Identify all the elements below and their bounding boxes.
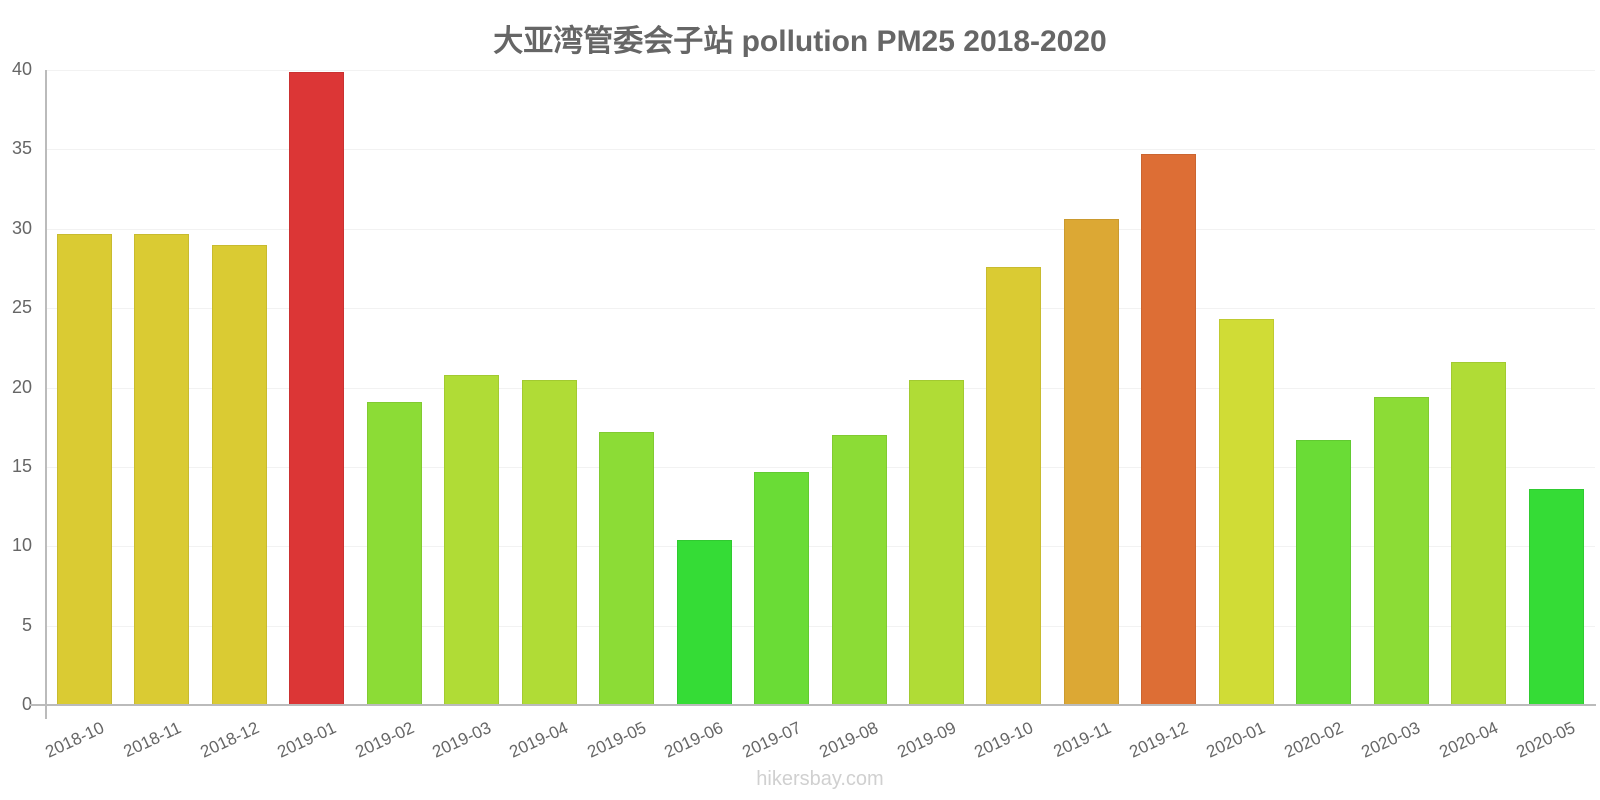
x-tick-label: 2018-10 <box>42 718 107 762</box>
y-tick-label: 0 <box>21 694 32 714</box>
x-tick-label: 2018-12 <box>197 718 262 762</box>
x-tick-label: 2019-01 <box>274 718 340 762</box>
bar-2019-03[interactable] <box>444 374 500 705</box>
bar-2020-04[interactable] <box>1451 362 1507 705</box>
bar-2019-02[interactable] <box>366 401 422 705</box>
watermark: hikersbay.com <box>756 768 884 790</box>
y-axis-line <box>45 70 47 719</box>
gridline <box>46 625 1595 627</box>
bar-2018-11[interactable] <box>134 233 190 705</box>
bar-2019-04[interactable] <box>521 379 577 705</box>
bar-2020-02[interactable] <box>1296 439 1352 705</box>
x-tick-label: 2019-10 <box>971 718 1037 762</box>
bar-2020-05[interactable] <box>1528 489 1584 705</box>
bar-2019-12[interactable] <box>1141 154 1197 705</box>
bar-2019-06[interactable] <box>676 539 732 705</box>
bar-2019-07[interactable] <box>754 471 810 705</box>
gridline <box>46 149 1595 151</box>
y-tick-label: 15 <box>11 455 32 476</box>
x-tick-label: 2019-06 <box>661 718 727 762</box>
y-tick-label: 30 <box>11 217 32 238</box>
y-tick-label: 5 <box>21 614 32 635</box>
y-tick-label: 20 <box>11 376 32 397</box>
gridline <box>46 70 1595 71</box>
bar-2020-03[interactable] <box>1373 397 1429 705</box>
x-axis-line <box>30 704 1596 706</box>
y-tick-label: 35 <box>11 138 32 159</box>
bar-2019-05[interactable] <box>599 431 655 705</box>
gridline <box>46 466 1595 468</box>
x-tick-label: 2019-07 <box>739 718 804 762</box>
x-tick-label: 2019-11 <box>1050 718 1114 762</box>
x-tick-label: 2020-02 <box>1281 718 1346 762</box>
gridline <box>46 308 1595 310</box>
x-tick-label: 2020-05 <box>1513 718 1579 762</box>
x-tick-label: 2020-03 <box>1358 718 1424 762</box>
gridline <box>46 546 1595 548</box>
bar-2018-10[interactable] <box>57 233 112 705</box>
bar-2019-10[interactable] <box>986 266 1042 705</box>
gridline <box>46 387 1595 389</box>
x-tick-label: 2020-01 <box>1203 718 1269 762</box>
x-tick-label: 2019-04 <box>506 718 572 762</box>
bar-2019-11[interactable] <box>1063 219 1119 705</box>
x-tick-label: 2019-09 <box>894 718 959 762</box>
x-tick-label: 2019-03 <box>429 718 494 762</box>
x-tick-label: 2019-02 <box>351 718 417 762</box>
bar-2019-08[interactable] <box>831 435 887 705</box>
x-tick-label: 2019-12 <box>1126 718 1192 762</box>
gridline <box>46 228 1595 230</box>
bar-2019-09[interactable] <box>908 379 964 705</box>
bar-2018-12[interactable] <box>211 244 267 705</box>
y-tick-label: 40 <box>11 59 32 79</box>
x-tick-label: 2019-05 <box>584 718 649 762</box>
bar-2020-01[interactable] <box>1218 319 1274 705</box>
x-tick-label: 2019-08 <box>816 718 882 762</box>
x-tick-label: 2020-04 <box>1436 718 1501 762</box>
plot-area <box>46 70 1595 706</box>
y-tick-label: 25 <box>11 297 32 318</box>
chart-title: 大亚湾管委会子站 pollution PM25 2018-2020 <box>493 25 1107 58</box>
y-tick-label: 10 <box>11 535 32 556</box>
x-tick-label: 2018-11 <box>120 718 185 762</box>
bar-2019-01[interactable] <box>289 71 345 705</box>
